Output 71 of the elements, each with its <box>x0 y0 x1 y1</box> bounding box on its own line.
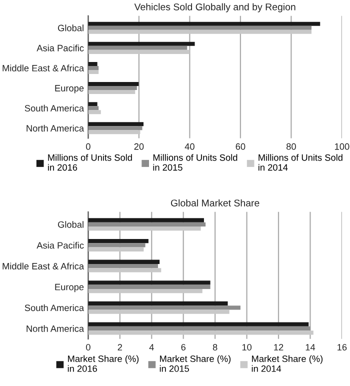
y-tick-label: Asia Pacific <box>36 44 84 52</box>
bar <box>88 284 210 289</box>
x-tick-label: 0 <box>86 344 90 350</box>
bar <box>88 268 162 272</box>
bar <box>88 288 202 294</box>
bar <box>88 126 142 130</box>
bar <box>88 46 188 50</box>
x-tick-label: 8 <box>212 344 218 350</box>
legend-label: Market Share (%) in 2014 <box>252 355 323 372</box>
bar <box>88 102 98 106</box>
y-tick-label: Europe <box>55 284 84 292</box>
x-tick-label: 4 <box>149 344 154 350</box>
x-tick-label: 80 <box>286 143 296 150</box>
bar <box>88 226 201 231</box>
x-tick-label: 0 <box>86 143 90 150</box>
bar <box>88 30 312 34</box>
bar <box>88 50 190 54</box>
bar <box>88 42 195 46</box>
legend-label: Market Share (%) in 2016 <box>68 355 139 372</box>
y-tick-label: South America <box>24 104 84 112</box>
y-tick-label: North America <box>26 325 84 332</box>
bar <box>88 260 160 264</box>
bar <box>88 70 99 74</box>
x-tick-label: 100 <box>335 143 350 150</box>
y-tick-label: Europe <box>55 85 84 94</box>
bar <box>88 306 240 310</box>
legend-label: Millions of Units Sold in 2016 <box>48 154 132 171</box>
x-tick-label: 60 <box>236 143 246 150</box>
bar <box>88 110 101 114</box>
bar <box>88 301 228 306</box>
x-tick-label: 10 <box>242 344 252 350</box>
y-tick-label: Middle East & Africa <box>2 64 84 72</box>
bar <box>88 322 309 326</box>
x-tick-label: 6 <box>181 344 186 350</box>
bar <box>88 326 310 331</box>
x-tick-label: 40 <box>184 143 194 150</box>
bar <box>88 66 99 70</box>
bar <box>88 90 136 94</box>
x-tick-label: 20 <box>134 143 144 150</box>
x-tick-label: 12 <box>274 344 284 350</box>
bar <box>88 82 139 86</box>
bar <box>88 280 210 285</box>
x-tick-label: 2 <box>118 344 122 350</box>
bar <box>88 122 144 126</box>
bar <box>88 310 230 314</box>
bar <box>88 247 144 252</box>
bar <box>88 243 146 248</box>
bar <box>88 238 148 244</box>
bar <box>88 218 204 222</box>
legend-label: Millions of Units Sold in 2015 <box>153 154 238 171</box>
bar <box>88 22 320 26</box>
y-tick-label: North America <box>26 124 84 132</box>
bar <box>88 26 312 30</box>
bar <box>88 222 206 226</box>
chart-title: Vehicles Sold Globally and by Region <box>134 3 296 12</box>
bar <box>88 106 99 110</box>
x-tick-label: 14 <box>306 344 316 350</box>
bar <box>88 130 140 134</box>
y-tick-label: Global <box>58 24 84 32</box>
y-tick-label: Asia Pacific <box>36 242 84 249</box>
legend-label: Market Share (%) in 2015 <box>160 355 231 372</box>
bar <box>88 62 98 66</box>
chart-title: Global Market Share <box>170 199 260 206</box>
y-tick-label: Global <box>58 221 84 228</box>
x-tick-label: 16 <box>338 344 347 350</box>
bar <box>88 264 158 268</box>
y-tick-label: Middle East & Africa <box>2 262 84 270</box>
legend-label: Millions of Units Sold in 2014 <box>258 154 342 171</box>
y-tick-label: South America <box>24 304 84 312</box>
bar <box>88 86 137 90</box>
bar <box>88 330 314 335</box>
